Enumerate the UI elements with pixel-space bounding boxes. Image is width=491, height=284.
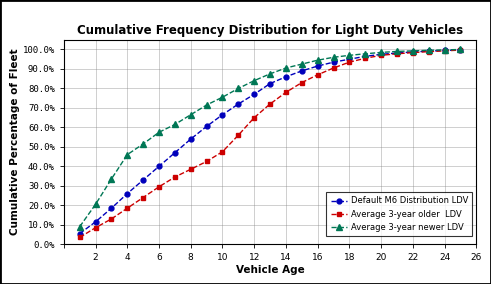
Average 3-year newer LDV xyxy=(458,48,464,51)
Average 3-year older  LDV xyxy=(77,236,82,239)
Average 3-year newer LDV xyxy=(93,202,99,206)
Average 3-year older  LDV xyxy=(283,91,289,94)
Default M6 Distribution LDV xyxy=(267,82,273,85)
Average 3-year newer LDV xyxy=(299,62,305,66)
Average 3-year older  LDV xyxy=(378,54,384,57)
Default M6 Distribution LDV xyxy=(172,151,178,154)
Average 3-year newer LDV xyxy=(394,50,400,53)
Average 3-year newer LDV xyxy=(235,87,241,90)
Average 3-year older  LDV xyxy=(235,133,241,137)
Average 3-year older  LDV xyxy=(109,217,114,221)
Average 3-year older  LDV xyxy=(267,102,273,106)
Default M6 Distribution LDV xyxy=(109,206,114,210)
Default M6 Distribution LDV xyxy=(188,137,193,141)
Default M6 Distribution LDV xyxy=(441,49,447,52)
Average 3-year newer LDV xyxy=(410,49,416,53)
Average 3-year older  LDV xyxy=(251,116,257,119)
Default M6 Distribution LDV xyxy=(283,75,289,78)
Default M6 Distribution LDV xyxy=(219,113,225,116)
Average 3-year older  LDV xyxy=(299,81,305,84)
Default M6 Distribution LDV xyxy=(140,178,146,182)
Line: Average 3-year newer LDV: Average 3-year newer LDV xyxy=(77,46,464,230)
Default M6 Distribution LDV xyxy=(347,58,353,61)
Default M6 Distribution LDV xyxy=(330,60,336,64)
Default M6 Distribution LDV xyxy=(315,64,321,68)
Default M6 Distribution LDV xyxy=(235,102,241,106)
Default M6 Distribution LDV xyxy=(426,49,432,53)
Default M6 Distribution LDV xyxy=(93,220,99,224)
Average 3-year older  LDV xyxy=(362,57,368,60)
Average 3-year older  LDV xyxy=(315,73,321,76)
X-axis label: Vehicle Age: Vehicle Age xyxy=(236,265,304,275)
Average 3-year newer LDV xyxy=(204,103,210,107)
Default M6 Distribution LDV xyxy=(156,165,162,168)
Average 3-year older  LDV xyxy=(93,226,99,229)
Line: Default M6 Distribution LDV: Default M6 Distribution LDV xyxy=(77,47,463,236)
Average 3-year newer LDV xyxy=(267,72,273,76)
Default M6 Distribution LDV xyxy=(299,69,305,73)
Average 3-year newer LDV xyxy=(124,153,130,156)
Average 3-year newer LDV xyxy=(140,142,146,146)
Default M6 Distribution LDV xyxy=(251,93,257,96)
Average 3-year newer LDV xyxy=(188,113,193,116)
Average 3-year older  LDV xyxy=(458,48,464,52)
Average 3-year newer LDV xyxy=(283,66,289,70)
Default M6 Distribution LDV xyxy=(124,192,130,195)
Line: Average 3-year older  LDV: Average 3-year older LDV xyxy=(77,48,463,240)
Default M6 Distribution LDV xyxy=(77,232,82,235)
Default M6 Distribution LDV xyxy=(204,125,210,128)
Average 3-year older  LDV xyxy=(441,49,447,53)
Average 3-year newer LDV xyxy=(172,123,178,126)
Average 3-year newer LDV xyxy=(378,51,384,54)
Average 3-year older  LDV xyxy=(124,206,130,210)
Average 3-year newer LDV xyxy=(251,79,257,82)
Average 3-year older  LDV xyxy=(347,60,353,64)
Average 3-year newer LDV xyxy=(315,59,321,62)
Average 3-year newer LDV xyxy=(362,52,368,55)
Average 3-year older  LDV xyxy=(219,150,225,153)
Average 3-year newer LDV xyxy=(347,54,353,57)
Average 3-year newer LDV xyxy=(330,56,336,59)
Average 3-year older  LDV xyxy=(156,185,162,189)
Y-axis label: Cumulative Percentage of Fleet: Cumulative Percentage of Fleet xyxy=(10,49,20,235)
Average 3-year newer LDV xyxy=(441,48,447,52)
Average 3-year older  LDV xyxy=(188,168,193,171)
Default M6 Distribution LDV xyxy=(458,48,464,52)
Average 3-year newer LDV xyxy=(77,225,82,228)
Average 3-year older  LDV xyxy=(410,51,416,54)
Default M6 Distribution LDV xyxy=(362,55,368,58)
Average 3-year older  LDV xyxy=(394,52,400,55)
Average 3-year older  LDV xyxy=(204,160,210,163)
Title: Cumulative Frequency Distribution for Light Duty Vehicles: Cumulative Frequency Distribution for Li… xyxy=(77,24,463,37)
Average 3-year older  LDV xyxy=(330,66,336,70)
Default M6 Distribution LDV xyxy=(410,50,416,54)
Average 3-year newer LDV xyxy=(156,131,162,134)
Average 3-year older  LDV xyxy=(140,196,146,199)
Average 3-year newer LDV xyxy=(109,177,114,181)
Average 3-year older  LDV xyxy=(426,50,432,53)
Default M6 Distribution LDV xyxy=(394,51,400,55)
Average 3-year newer LDV xyxy=(426,49,432,52)
Legend: Default M6 Distribution LDV, Average 3-year older  LDV, Average 3-year newer LDV: Default M6 Distribution LDV, Average 3-y… xyxy=(327,192,472,236)
Average 3-year newer LDV xyxy=(219,95,225,99)
Default M6 Distribution LDV xyxy=(378,53,384,56)
Average 3-year older  LDV xyxy=(172,175,178,179)
